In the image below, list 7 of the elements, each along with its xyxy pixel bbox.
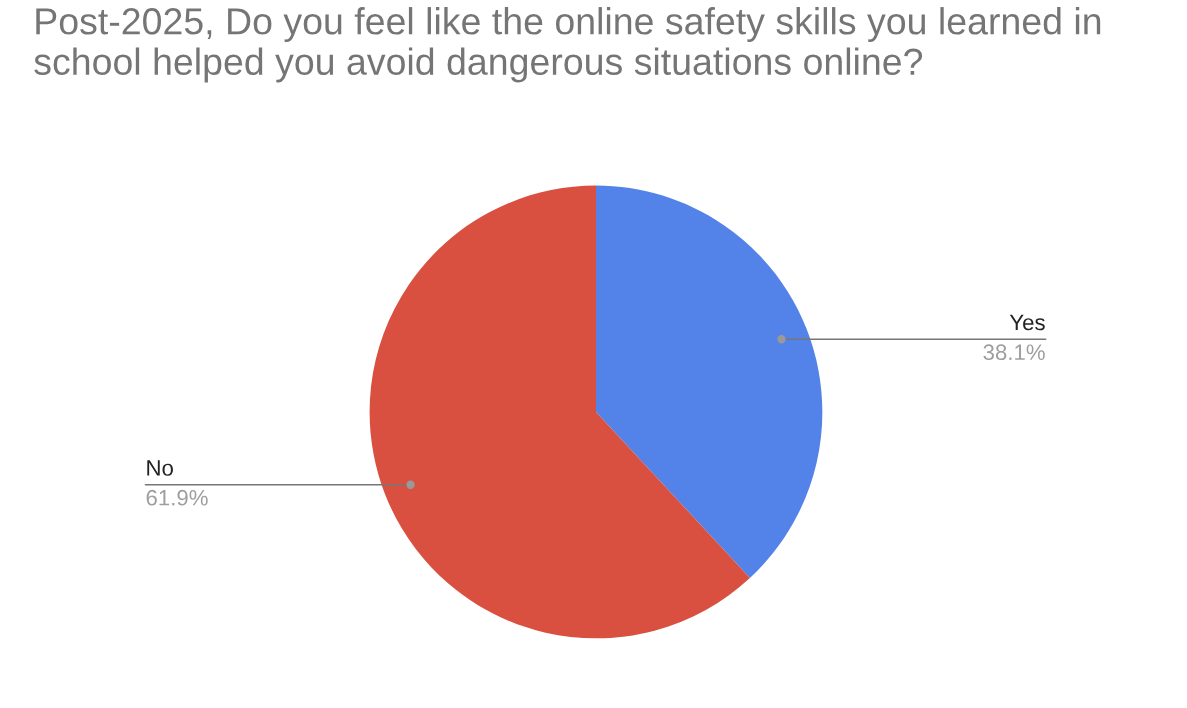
pie-slice <box>595 185 823 578</box>
chart-title: Post-2025, Do you feel like the online safety skills you learned in school helped you avoid dangerous situations online? <box>34 7 1101 83</box>
data-label: 61.9% <box>146 489 208 506</box>
pie-slice <box>369 185 750 639</box>
data-label: 38.1% <box>983 344 1045 361</box>
slice-label: No <box>147 460 173 476</box>
slice-label: Yes <box>1009 314 1045 331</box>
